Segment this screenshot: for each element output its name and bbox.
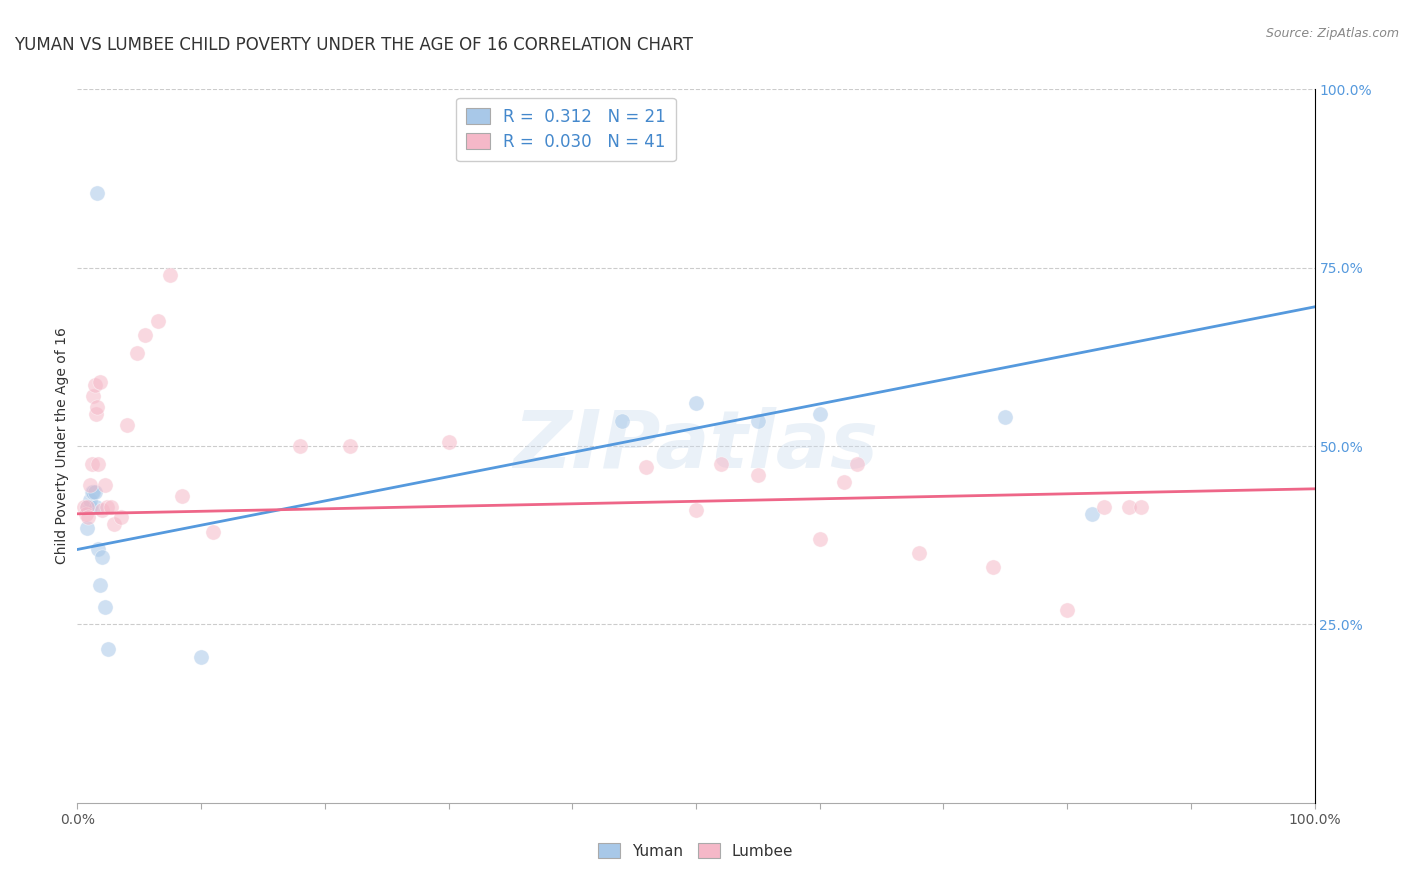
Point (76, 500, 98, 514)
Point (146, 314, 169, 328)
Point (76, 500, 98, 514)
Point (87, 457, 110, 471)
Point (1130, 500, 1153, 514)
Point (159, 268, 181, 282)
Point (86, 186, 108, 200)
Point (125, 346, 148, 360)
Point (808, 532, 831, 546)
Point (747, 467, 769, 482)
Point (103, 517, 125, 532)
Point (93, 599, 115, 614)
Point (110, 510, 132, 524)
Legend: Yuman, Lumbee: Yuman, Lumbee (591, 836, 801, 866)
Point (134, 328, 156, 343)
Point (84, 500, 107, 514)
Point (288, 439, 311, 453)
Point (82, 389, 104, 403)
Point (87, 542, 110, 557)
Point (82, 485, 104, 500)
Text: YUMAN VS LUMBEE CHILD POVERTY UNDER THE AGE OF 16 CORRELATION CHART: YUMAN VS LUMBEE CHILD POVERTY UNDER THE … (14, 36, 693, 54)
Point (89, 578, 111, 592)
Point (610, 414, 633, 428)
Point (91, 503, 114, 517)
Point (96, 500, 118, 514)
Point (89, 375, 111, 389)
Point (79, 478, 101, 492)
Point (82, 485, 104, 500)
Point (93, 478, 115, 492)
Point (685, 396, 707, 410)
Text: Source: ZipAtlas.com: Source: ZipAtlas.com (1265, 27, 1399, 40)
Point (82, 457, 104, 471)
Point (75, 507, 97, 521)
Point (1092, 500, 1115, 514)
Point (437, 435, 460, 450)
Point (115, 417, 138, 432)
Point (808, 407, 831, 421)
Point (97, 642, 120, 657)
Point (994, 410, 1017, 425)
Point (339, 439, 361, 453)
Point (79, 492, 101, 507)
Point (190, 649, 212, 664)
Point (83, 485, 105, 500)
Point (100, 500, 122, 514)
Point (76, 521, 98, 535)
Point (685, 503, 707, 517)
Point (710, 457, 733, 471)
Point (1081, 507, 1104, 521)
Point (77, 510, 100, 524)
Point (1056, 603, 1078, 617)
Text: ZIPatlas: ZIPatlas (513, 407, 879, 485)
Point (845, 457, 868, 471)
Point (79, 500, 101, 514)
Point (91, 549, 114, 564)
Point (636, 460, 658, 475)
Point (907, 546, 929, 560)
Point (202, 524, 225, 539)
Point (83, 378, 105, 392)
Point (86, 400, 108, 414)
Point (1118, 500, 1140, 514)
Point (747, 414, 769, 428)
Point (84, 407, 107, 421)
Point (834, 475, 856, 489)
Y-axis label: Child Poverty Under the Age of 16: Child Poverty Under the Age of 16 (55, 327, 69, 565)
Point (981, 560, 1004, 574)
Point (172, 489, 194, 503)
Point (72, 500, 94, 514)
